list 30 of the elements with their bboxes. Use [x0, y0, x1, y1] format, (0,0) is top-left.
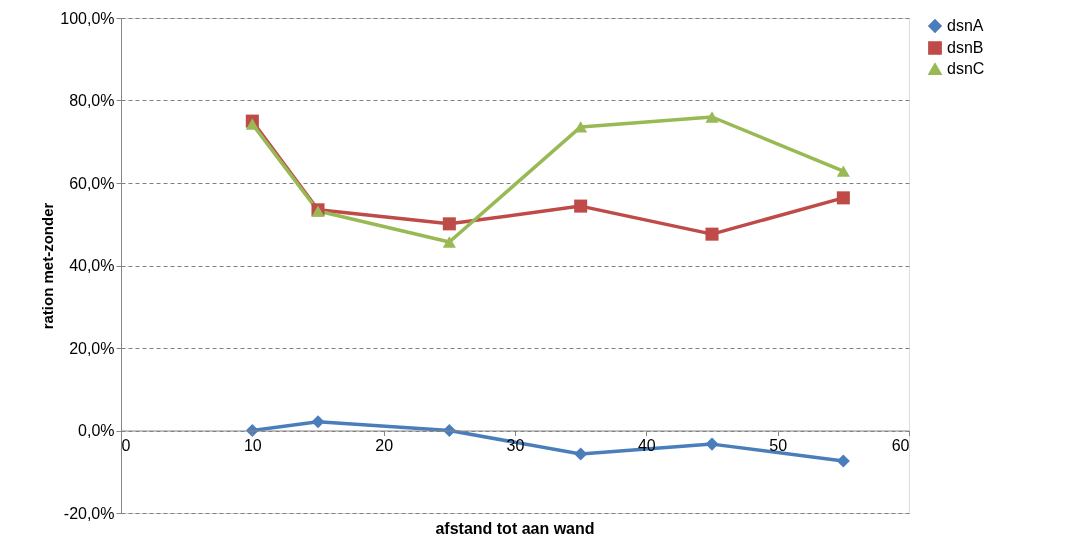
y-tick-label: 100,0% — [60, 9, 115, 27]
point — [245, 118, 259, 130]
point — [705, 227, 719, 241]
point — [574, 121, 588, 133]
point — [574, 447, 588, 461]
x-tick-label: 0 — [121, 437, 131, 454]
x-tick-label: 10 — [243, 437, 262, 454]
y-tick-label: 60,0% — [69, 174, 115, 192]
point — [705, 111, 719, 123]
point — [442, 217, 456, 231]
legend-label: dsnA — [947, 17, 984, 34]
x-tick-label: 60 — [891, 437, 910, 454]
x-tick-label: 50 — [769, 437, 788, 454]
y-tick-label: 0,0% — [78, 422, 115, 439]
x-tick-label: 20 — [375, 437, 394, 454]
point — [836, 454, 850, 468]
y-tick-label: 40,0% — [69, 257, 115, 274]
y-tick-label: -20,0% — [63, 504, 115, 522]
point — [836, 165, 850, 177]
point — [705, 437, 719, 451]
y-tick-label: 20,0% — [69, 339, 115, 357]
legend-label: dsnB — [947, 39, 984, 56]
point — [574, 199, 588, 213]
point — [836, 191, 850, 205]
y-axis-title: ration met-zonder — [39, 202, 57, 330]
legend-label: dsnC — [947, 60, 985, 77]
point — [311, 415, 325, 429]
point — [442, 236, 456, 248]
x-axis-title: afstand tot aan wand — [435, 520, 595, 537]
y-tick-label: 80,0% — [69, 92, 115, 109]
